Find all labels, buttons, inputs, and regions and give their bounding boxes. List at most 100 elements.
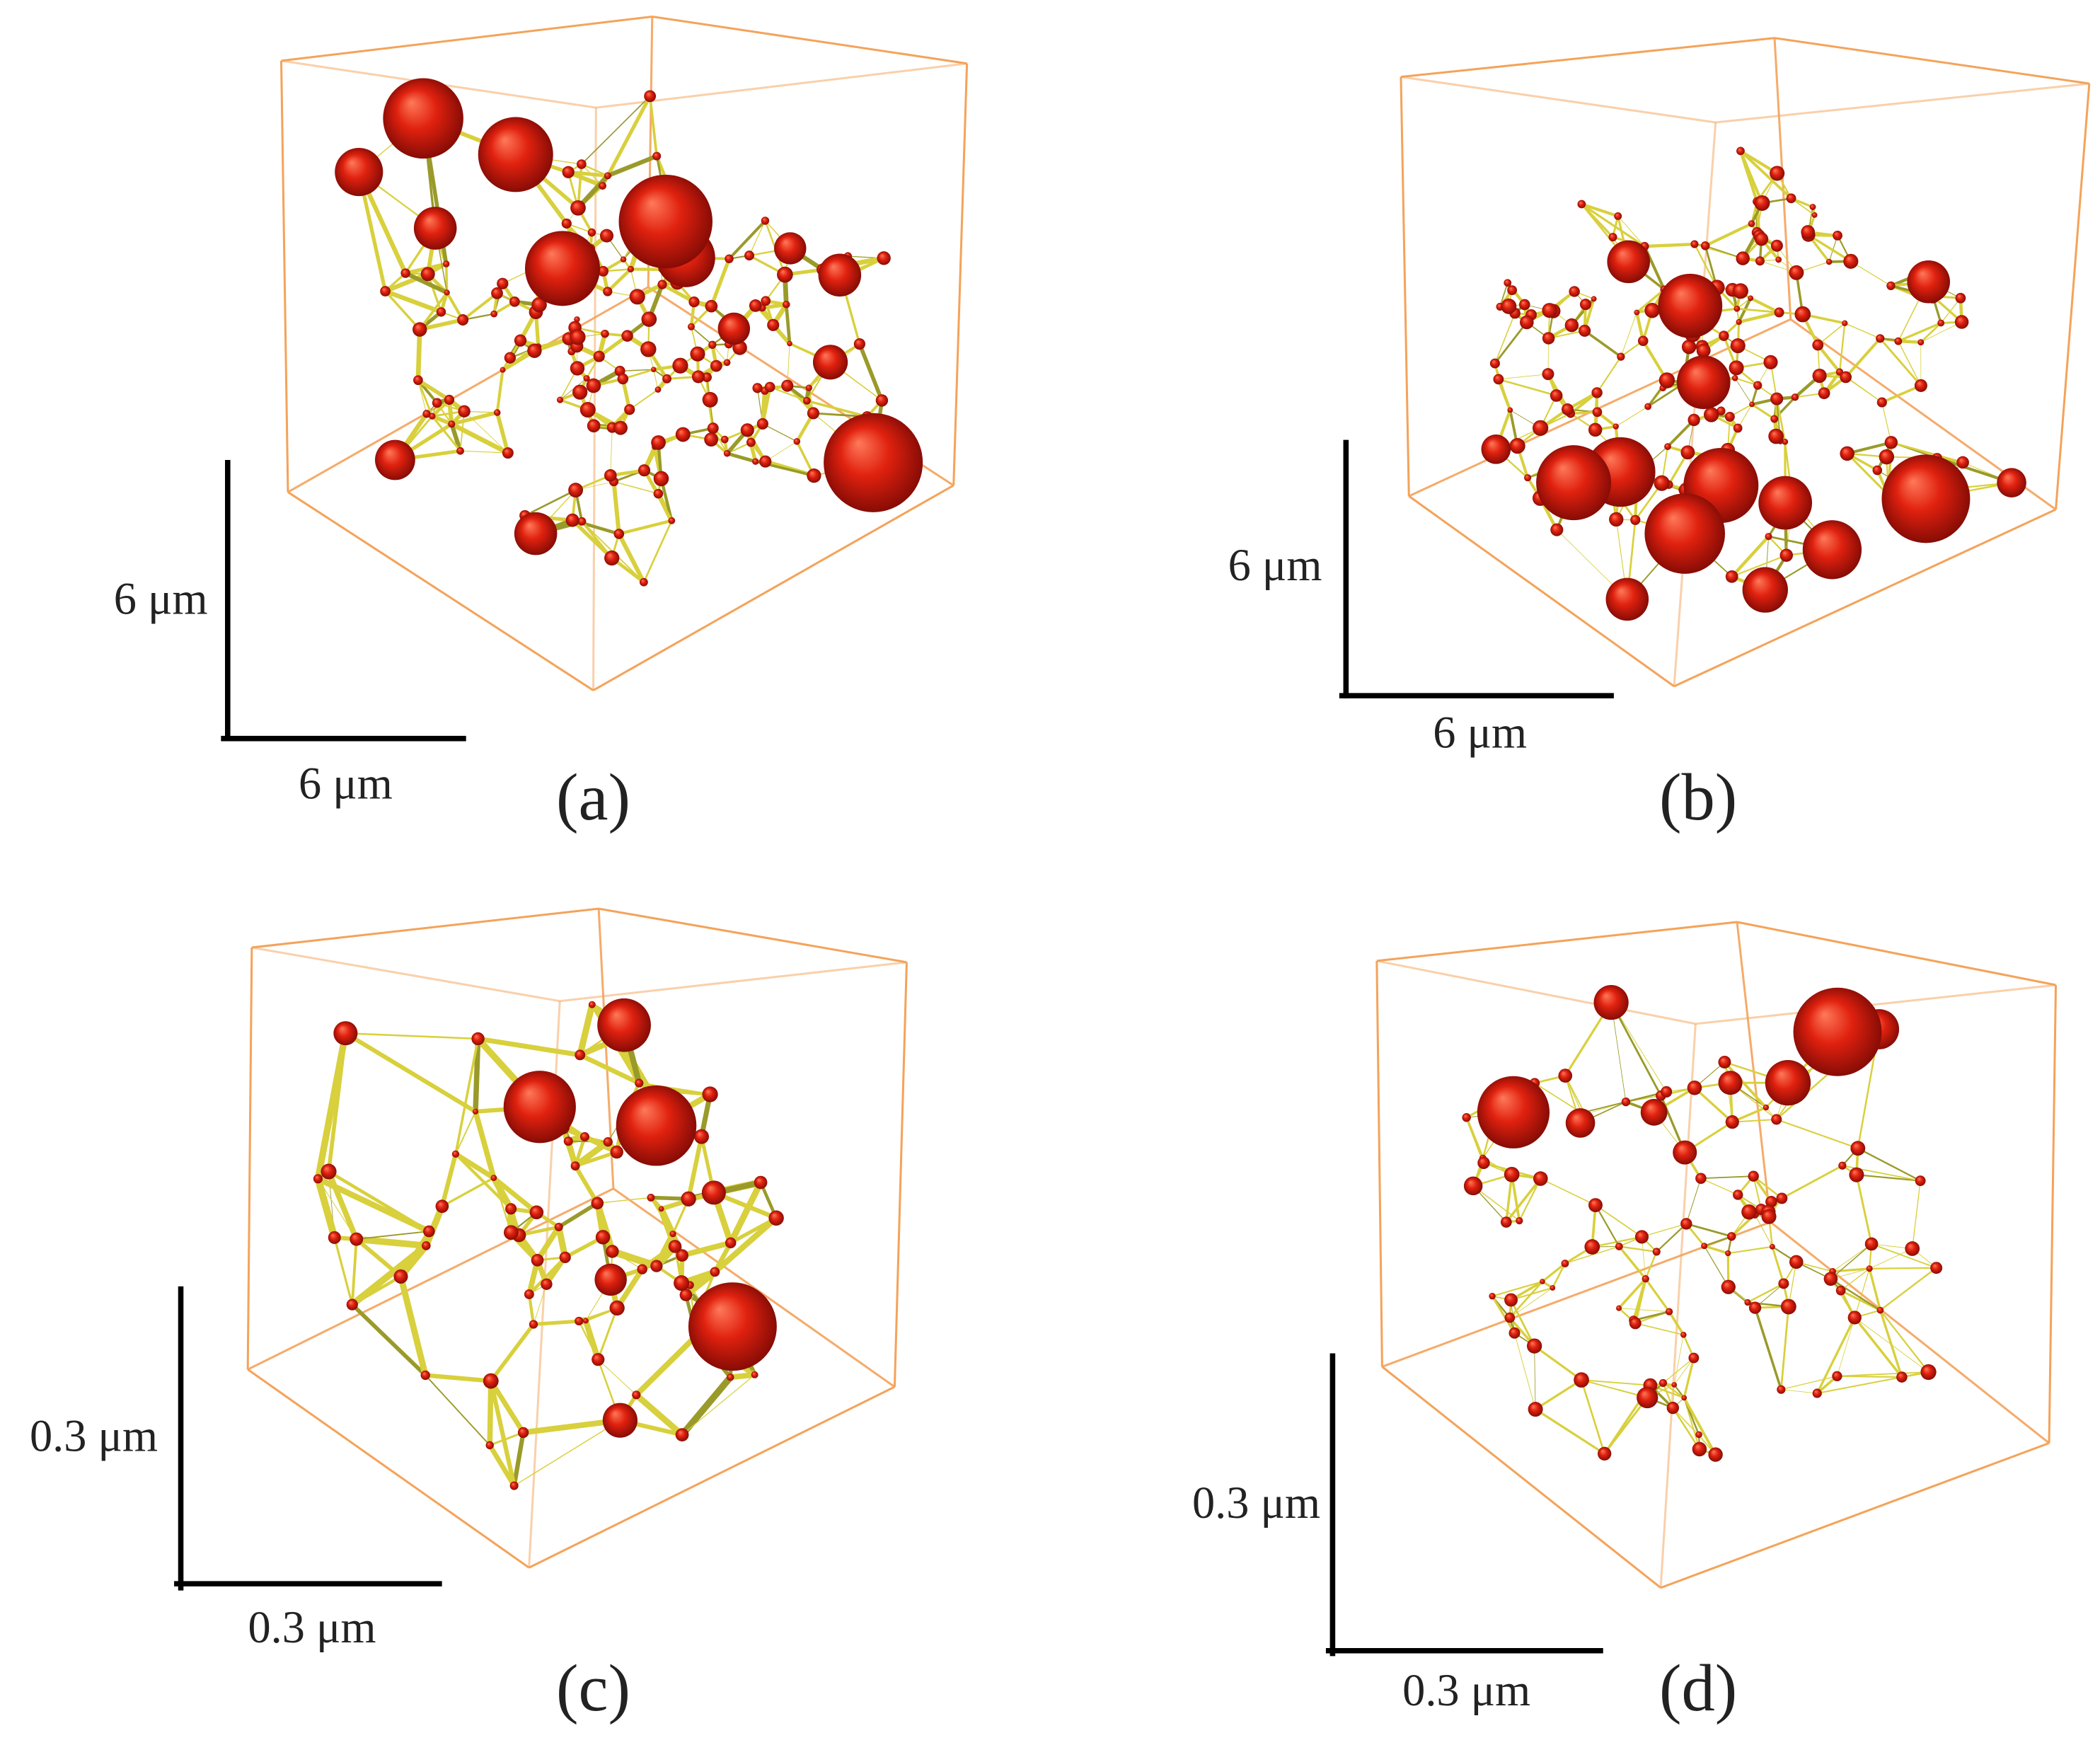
- pore: [1724, 411, 1735, 422]
- throat: [573, 1163, 600, 1206]
- throat: [1731, 554, 1787, 577]
- throat: [1642, 1236, 1646, 1279]
- throat: [611, 479, 621, 536]
- pore: [346, 1298, 358, 1311]
- throat: [1632, 1311, 1671, 1322]
- pore: [1680, 1218, 1692, 1230]
- throat: [1580, 202, 1620, 218]
- pore: [674, 1275, 690, 1291]
- throat: [642, 519, 673, 584]
- pore: [1765, 1196, 1777, 1208]
- pore: [500, 367, 506, 373]
- throat: [1846, 452, 1890, 496]
- throat: [1737, 403, 1753, 429]
- pore: [774, 232, 807, 265]
- pore: [413, 375, 423, 386]
- throat: [1700, 1175, 1755, 1180]
- pore: [807, 407, 819, 420]
- pore: [1644, 493, 1725, 574]
- pore: [1561, 1260, 1569, 1267]
- throat: [383, 272, 430, 294]
- pore: [1905, 1241, 1920, 1256]
- throat: [1510, 1298, 1536, 1347]
- throat: [712, 1215, 780, 1275]
- pore: [1690, 240, 1699, 248]
- box-edge: [279, 60, 289, 493]
- throat: [1540, 1177, 1596, 1206]
- pore: [1872, 465, 1883, 476]
- pore: [1930, 1262, 1943, 1274]
- throat: [1594, 1204, 1620, 1248]
- pore: [751, 1371, 758, 1378]
- throat: [1644, 1277, 1671, 1313]
- pore: [1591, 387, 1603, 398]
- pore: [1609, 512, 1624, 527]
- box-edge: [592, 484, 954, 691]
- pore: [803, 396, 811, 405]
- throat: [1816, 1316, 1856, 1395]
- pore: [1591, 296, 1597, 302]
- pore: [514, 334, 527, 347]
- pore: [335, 147, 383, 197]
- pore: [702, 372, 712, 383]
- pore: [1718, 1071, 1743, 1095]
- throat: [613, 480, 659, 495]
- box-edge: [1376, 921, 1738, 962]
- pore: [1886, 281, 1896, 291]
- pore: [1753, 381, 1762, 390]
- throat: [1505, 1173, 1513, 1223]
- throat: [1693, 243, 1718, 289]
- throat: [1534, 1407, 1606, 1455]
- throat: [533, 1284, 547, 1325]
- pore: [599, 182, 606, 190]
- pore: [764, 381, 775, 393]
- pore: [575, 1316, 584, 1326]
- pore: [444, 289, 450, 296]
- throat: [556, 1201, 600, 1229]
- box-edge: [952, 63, 969, 486]
- pore: [1733, 305, 1741, 312]
- throat: [1534, 1082, 1583, 1114]
- throat: [1755, 1283, 1784, 1308]
- throat: [1879, 1309, 1929, 1373]
- throat: [1738, 149, 1764, 205]
- pore: [1823, 1272, 1838, 1286]
- throat: [1940, 297, 1961, 324]
- pore: [1462, 1113, 1471, 1122]
- pore: [1607, 240, 1650, 284]
- pore: [1769, 1243, 1775, 1250]
- box-edge: [1408, 495, 1675, 688]
- throat: [1497, 378, 1557, 397]
- box-edge: [1400, 76, 1716, 124]
- throat: [1855, 1173, 1873, 1245]
- pore: [653, 471, 669, 487]
- throat: [444, 263, 449, 294]
- throat: [765, 441, 797, 462]
- pore: [694, 1129, 709, 1144]
- pore: [1542, 303, 1557, 318]
- throat: [1831, 1267, 1871, 1273]
- throat: [425, 1374, 491, 1446]
- throat: [454, 1037, 480, 1156]
- throat: [1879, 1308, 1903, 1378]
- pore: [328, 1231, 341, 1244]
- throat: [761, 385, 772, 426]
- pore: [601, 329, 609, 338]
- pore: [1526, 1338, 1542, 1354]
- throat: [1581, 1101, 1627, 1114]
- throat: [455, 1110, 476, 1155]
- throat: [1641, 1223, 1687, 1238]
- pore: [1695, 1431, 1702, 1439]
- throat: [1472, 1185, 1521, 1221]
- pore: [412, 322, 427, 337]
- pore: [1644, 403, 1652, 410]
- throat: [398, 1229, 432, 1279]
- throat: [1683, 1396, 1717, 1456]
- pore: [471, 1032, 485, 1046]
- pore: [420, 1370, 430, 1381]
- throat: [417, 318, 465, 332]
- pore: [1688, 1352, 1700, 1364]
- pore: [599, 229, 614, 243]
- throat: [534, 1224, 562, 1263]
- pore: [610, 1145, 623, 1159]
